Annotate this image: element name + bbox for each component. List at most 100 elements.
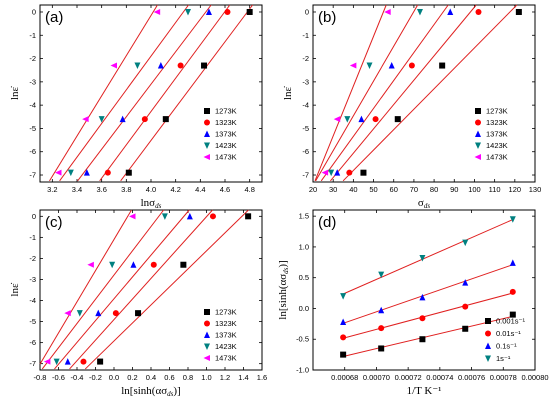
x-tick-label: 50 — [369, 185, 377, 194]
x-tick-label: -0.8 — [34, 373, 47, 382]
data-point — [509, 311, 516, 318]
y-tick-label: -6 — [29, 147, 36, 156]
y-tick-label: -1.0 — [296, 366, 309, 375]
series-1323K — [330, 4, 482, 182]
x-tick-label: 4.6 — [220, 185, 230, 194]
legend-marker — [475, 130, 481, 137]
x-tick-label: 4.8 — [244, 185, 254, 194]
x-tick-label: 0.00074 — [426, 373, 453, 382]
x-tick-label: -0.4 — [71, 373, 84, 382]
legend-marker — [475, 108, 481, 114]
data-point — [177, 62, 184, 69]
data-point — [76, 310, 83, 317]
y-tick-label: 0.5 — [299, 273, 309, 282]
y-tick-label: -2 — [302, 54, 309, 63]
legend-label: 1473K — [486, 153, 508, 162]
x-tick-label: 0.8 — [183, 373, 193, 382]
data-point — [98, 116, 105, 123]
data-point — [80, 358, 87, 365]
fit-line — [77, 4, 212, 182]
data-point — [509, 288, 516, 295]
data-point — [134, 62, 141, 70]
y-tick-label: -3 — [29, 77, 36, 86]
fit-line — [41, 209, 165, 370]
legend-label: 1s⁻¹ — [496, 354, 511, 363]
legend-marker — [204, 320, 210, 327]
data-point — [64, 358, 71, 365]
legend-marker — [485, 342, 491, 349]
series-1373K — [54, 209, 193, 370]
data-point — [110, 62, 117, 69]
plot-frame — [312, 4, 536, 183]
data-point — [162, 116, 169, 123]
legend-marker — [485, 318, 491, 324]
y-tick-label: -5 — [29, 317, 36, 326]
series-1473K — [314, 4, 391, 182]
y-tick-label: -5 — [302, 124, 309, 133]
x-tick-label: 0.00080 — [521, 373, 548, 382]
data-point — [388, 62, 395, 69]
legend-label: 1373K — [215, 130, 237, 139]
data-point — [366, 62, 373, 70]
legend-label: 1273K — [215, 308, 237, 317]
fit-line — [342, 4, 518, 182]
y-tick-label: -6 — [29, 338, 36, 347]
series-1323K — [69, 209, 216, 370]
legend-marker — [474, 154, 481, 160]
data-point — [82, 116, 89, 123]
series-1373K — [77, 4, 212, 182]
x-tick-label: -0.6 — [52, 373, 65, 382]
data-point — [153, 8, 161, 15]
legend-label: 1323K — [215, 319, 237, 328]
panel-label: (b) — [318, 9, 336, 26]
data-point — [344, 116, 351, 123]
data-point — [64, 310, 71, 317]
series-0.1s⁻¹ — [340, 259, 516, 325]
x-tick-label: 4.2 — [170, 185, 180, 194]
legend-label: 1273K — [215, 107, 237, 116]
y-tick-label: -3 — [29, 275, 36, 284]
data-point — [201, 62, 208, 69]
data-point — [109, 261, 116, 269]
legend-marker — [475, 142, 481, 149]
data-point — [150, 261, 157, 268]
x-tick-label: 90 — [450, 185, 458, 194]
data-point — [87, 261, 94, 268]
x-tick-label: 0.6 — [164, 373, 174, 382]
chart-panel-b: 20 30 40 50 60 70 80 90 100 110 120 130 0 -1 -2 -3 -4 -5 -… — [282, 4, 541, 210]
legend-label: 0.1s⁻¹ — [496, 342, 517, 351]
data-point — [346, 169, 353, 176]
fit-line — [39, 209, 132, 365]
y-tick-label: 0 — [32, 212, 36, 221]
legend-marker — [204, 331, 210, 338]
x-tick-label: 120 — [509, 185, 522, 194]
data-point — [334, 169, 341, 176]
data-point — [209, 213, 216, 220]
x-axis-title: σds — [418, 197, 430, 210]
data-point — [462, 303, 469, 310]
legend-marker — [475, 119, 481, 126]
legend-marker — [485, 330, 491, 337]
y-tick-label: -4 — [302, 101, 309, 110]
legend-marker — [204, 309, 210, 315]
x-tick-label: 3.4 — [72, 185, 82, 194]
series-0.001s⁻¹ — [340, 311, 516, 358]
fit-line — [342, 292, 513, 339]
legend-label: 1473K — [215, 354, 237, 363]
data-point — [378, 325, 385, 332]
legend-label: 1323K — [486, 118, 508, 127]
data-point — [408, 62, 415, 69]
data-point — [55, 169, 62, 176]
series-1473K — [49, 4, 161, 182]
series-1s⁻¹ — [340, 216, 516, 300]
data-point — [67, 169, 74, 177]
legend-marker — [204, 142, 210, 149]
data-point — [83, 169, 90, 176]
x-axis-title: ln[sinh(ασds)] — [121, 385, 180, 398]
data-point — [125, 169, 132, 176]
data-point — [161, 213, 168, 220]
fit-line — [342, 264, 513, 324]
data-point — [394, 116, 401, 123]
x-tick-label: 1.0 — [201, 373, 211, 382]
